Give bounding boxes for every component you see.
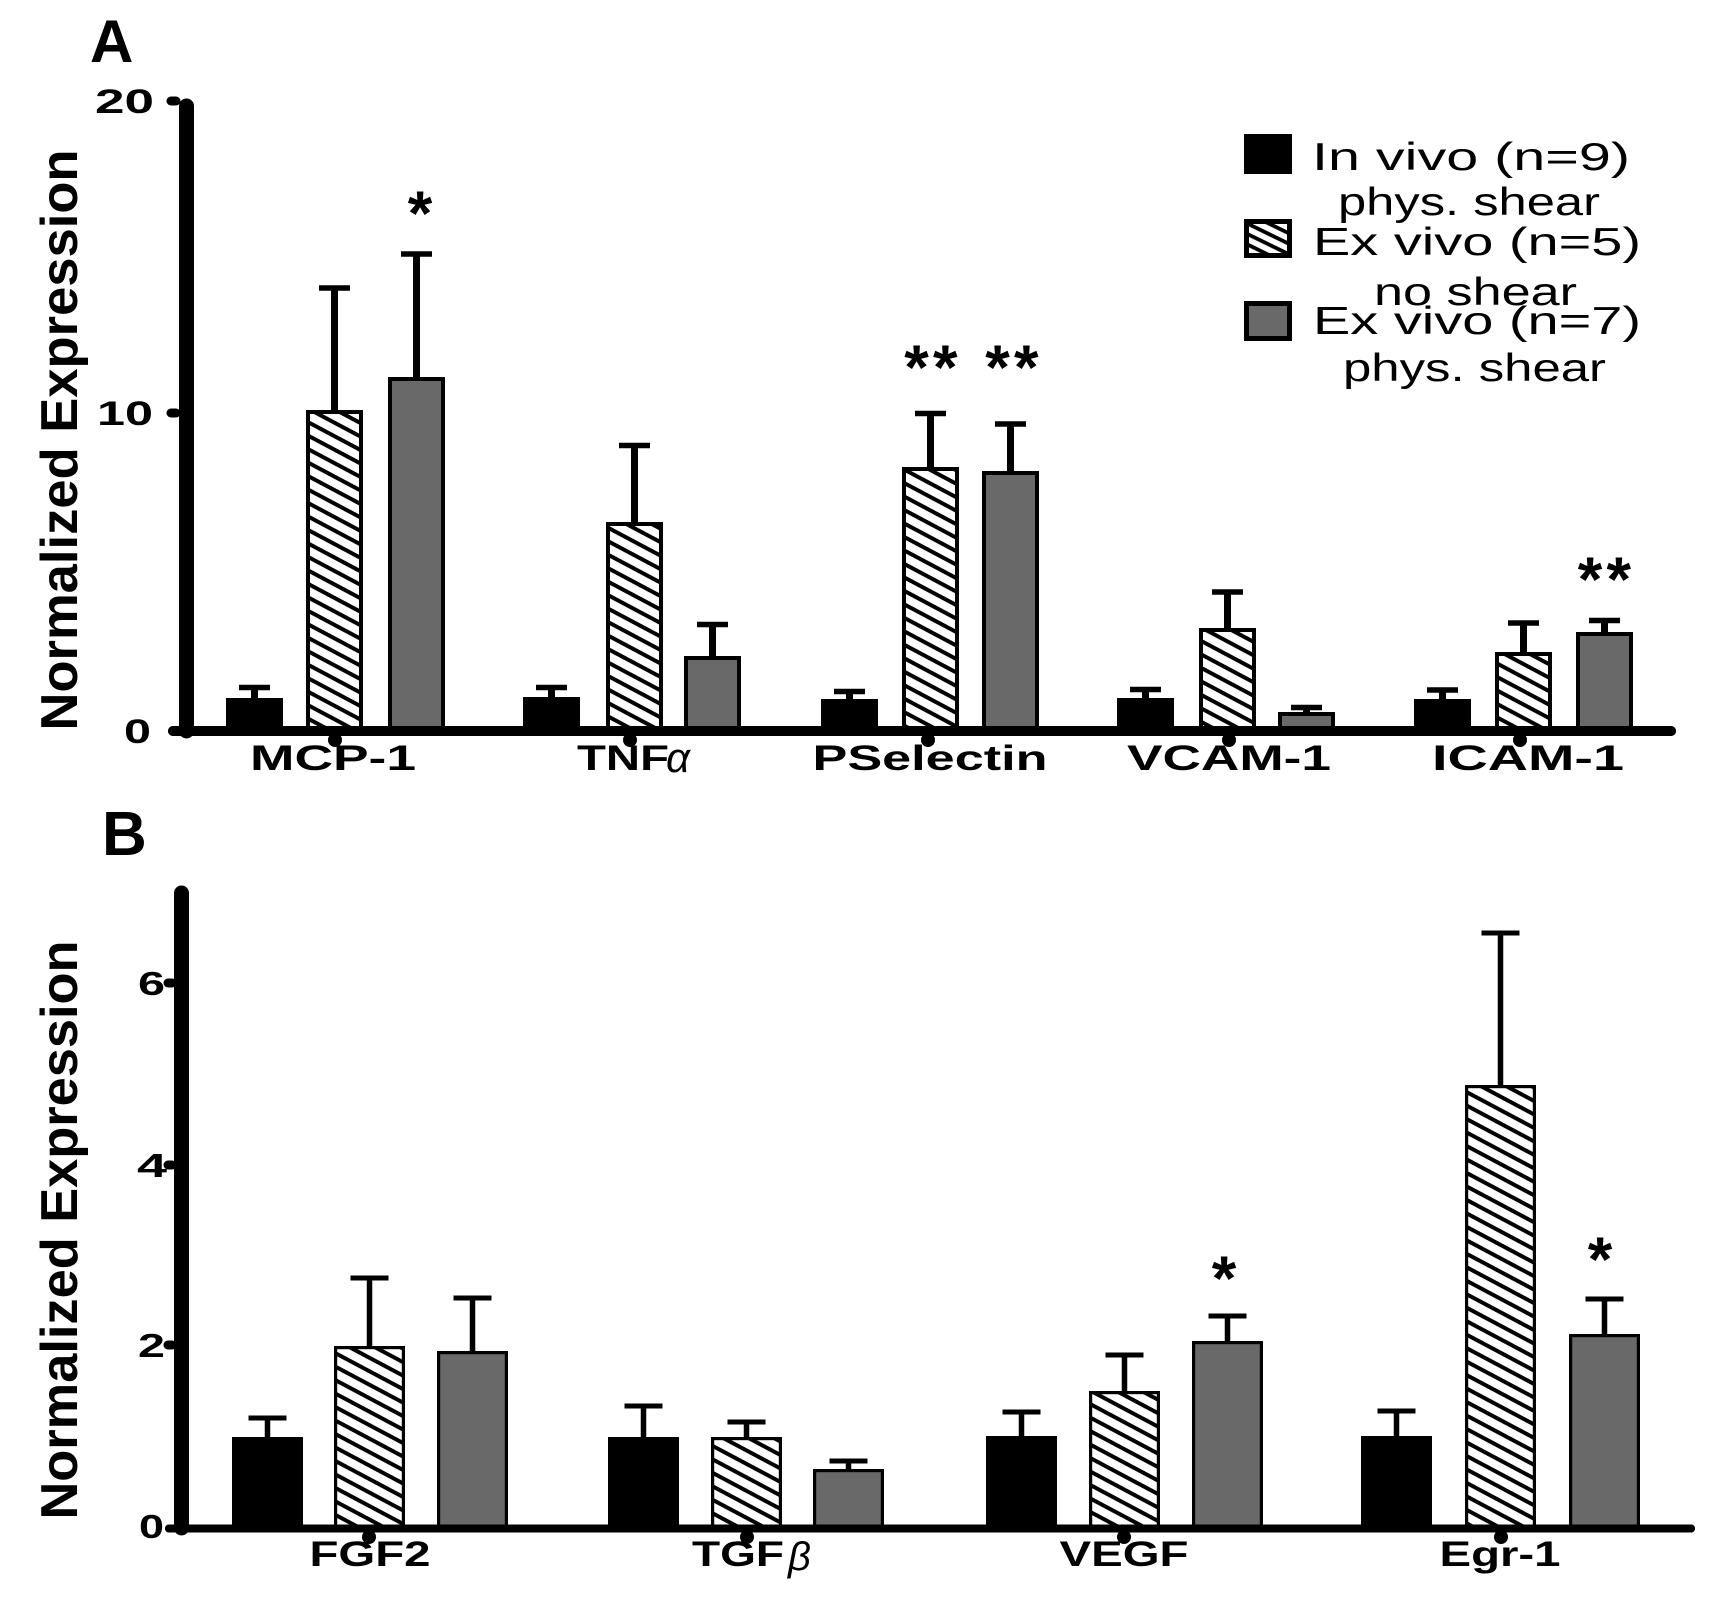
svg-text:6: 6 bbox=[138, 965, 165, 1002]
svg-text:ICAM-1: ICAM-1 bbox=[1432, 739, 1624, 778]
svg-text:no shear: no shear bbox=[1374, 271, 1577, 314]
svg-text:Egr-1: Egr-1 bbox=[1440, 1535, 1561, 1574]
svg-text:VCAM-1: VCAM-1 bbox=[1127, 739, 1331, 778]
svg-text:*: * bbox=[408, 179, 433, 249]
svg-text:**: ** bbox=[904, 333, 961, 403]
svg-text:Normalized Expression: Normalized Expression bbox=[31, 941, 89, 1520]
svg-text:Ex vivo (n=7): Ex vivo (n=7) bbox=[1313, 300, 1641, 343]
svg-text:*: * bbox=[1212, 1244, 1237, 1314]
svg-text:10: 10 bbox=[97, 395, 153, 433]
svg-text:Normalized Expression: Normalized Expression bbox=[31, 150, 89, 731]
svg-text:**: ** bbox=[1578, 545, 1635, 615]
svg-text:phys. shear: phys. shear bbox=[1338, 181, 1600, 224]
svg-text:PSelectin: PSelectin bbox=[813, 739, 1048, 778]
svg-text:FGF2: FGF2 bbox=[310, 1535, 431, 1574]
svg-text:TNF: TNF bbox=[577, 739, 669, 778]
svg-text:2: 2 bbox=[138, 1327, 165, 1364]
svg-text:Ex vivo (n=5): Ex vivo (n=5) bbox=[1313, 221, 1641, 264]
svg-text:β: β bbox=[787, 1535, 811, 1579]
svg-text:B: B bbox=[102, 800, 147, 869]
svg-text:MCP-1: MCP-1 bbox=[250, 739, 416, 778]
svg-text:A: A bbox=[90, 8, 133, 75]
svg-text:VEGF: VEGF bbox=[1060, 1535, 1189, 1574]
svg-text:*: * bbox=[1588, 1225, 1613, 1295]
svg-text:0: 0 bbox=[139, 1508, 164, 1545]
svg-text:In vivo (n=9): In vivo (n=9) bbox=[1312, 136, 1630, 179]
svg-text:0: 0 bbox=[124, 713, 151, 751]
svg-text:phys. shear: phys. shear bbox=[1343, 347, 1606, 390]
svg-text:4: 4 bbox=[137, 1147, 168, 1184]
svg-text:TGF: TGF bbox=[692, 1535, 784, 1574]
svg-text:20: 20 bbox=[95, 83, 154, 121]
svg-text:α: α bbox=[666, 734, 691, 781]
svg-text:**: ** bbox=[985, 333, 1042, 403]
